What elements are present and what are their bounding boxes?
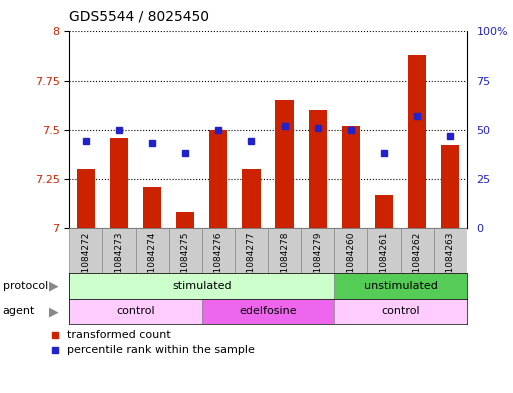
- Text: GSM1084263: GSM1084263: [446, 231, 455, 292]
- Bar: [209, 130, 227, 228]
- Text: ▶: ▶: [49, 279, 58, 292]
- Text: control: control: [381, 307, 420, 316]
- Bar: [334, 299, 467, 324]
- Text: GSM1084262: GSM1084262: [412, 231, 422, 292]
- Bar: [309, 110, 327, 228]
- Bar: [401, 228, 433, 273]
- Bar: [69, 299, 202, 324]
- Bar: [77, 169, 95, 228]
- Text: GSM1084273: GSM1084273: [114, 231, 124, 292]
- Text: control: control: [116, 307, 155, 316]
- Text: GSM1084260: GSM1084260: [346, 231, 356, 292]
- Text: GSM1084261: GSM1084261: [380, 231, 388, 292]
- Text: transformed count: transformed count: [67, 330, 171, 340]
- Bar: [342, 126, 360, 228]
- Bar: [135, 228, 169, 273]
- Text: stimulated: stimulated: [172, 281, 231, 291]
- Text: GSM1084275: GSM1084275: [181, 231, 190, 292]
- Bar: [242, 169, 261, 228]
- Bar: [375, 195, 393, 228]
- Bar: [143, 187, 161, 228]
- Bar: [334, 228, 367, 273]
- Bar: [69, 273, 334, 299]
- Text: GSM1084272: GSM1084272: [82, 231, 90, 292]
- Bar: [367, 228, 401, 273]
- Bar: [301, 228, 334, 273]
- Text: GSM1084277: GSM1084277: [247, 231, 256, 292]
- Text: agent: agent: [3, 307, 35, 316]
- Text: GSM1084274: GSM1084274: [148, 231, 156, 292]
- Bar: [202, 228, 235, 273]
- Bar: [69, 228, 103, 273]
- Text: unstimulated: unstimulated: [364, 281, 438, 291]
- Text: edelfosine: edelfosine: [239, 307, 297, 316]
- Bar: [408, 55, 426, 228]
- Text: GSM1084276: GSM1084276: [214, 231, 223, 292]
- Bar: [441, 145, 459, 228]
- Bar: [433, 228, 467, 273]
- Bar: [275, 100, 294, 228]
- Bar: [103, 228, 135, 273]
- Bar: [176, 212, 194, 228]
- Bar: [202, 299, 334, 324]
- Text: ▶: ▶: [49, 305, 58, 318]
- Text: protocol: protocol: [3, 281, 48, 291]
- Text: percentile rank within the sample: percentile rank within the sample: [67, 345, 255, 355]
- Text: GSM1084278: GSM1084278: [280, 231, 289, 292]
- Text: GDS5544 / 8025450: GDS5544 / 8025450: [69, 9, 209, 24]
- Text: GSM1084279: GSM1084279: [313, 231, 322, 292]
- Bar: [110, 138, 128, 228]
- Bar: [235, 228, 268, 273]
- Bar: [169, 228, 202, 273]
- Bar: [334, 273, 467, 299]
- Bar: [268, 228, 301, 273]
